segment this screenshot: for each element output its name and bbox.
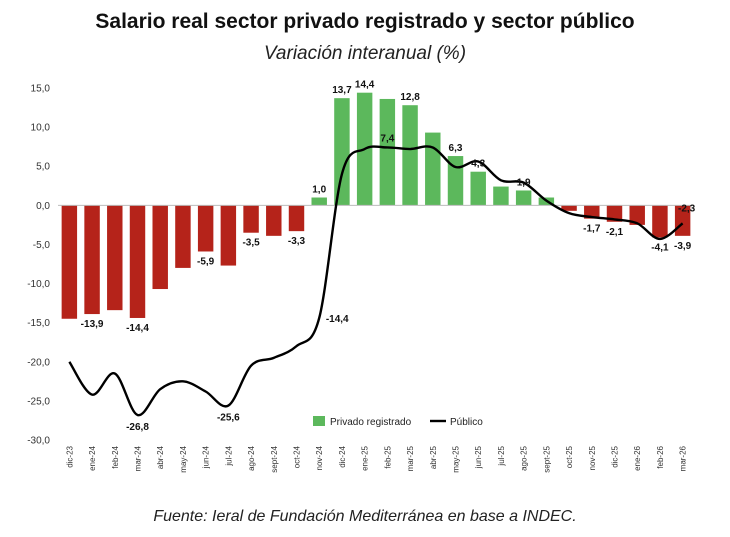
publico-line (68, 145, 684, 417)
x-tick-label: dic-23 (65, 445, 74, 467)
x-tick-label: jun-24 (202, 445, 211, 469)
x-tick-label: mar-24 (134, 445, 143, 471)
y-tick-label: 10,0 (31, 123, 51, 134)
bar-ago-25 (515, 190, 532, 206)
bars-group (61, 92, 691, 319)
bar-data-label: 1,0 (312, 185, 326, 196)
bar-jul-24 (220, 205, 237, 266)
bar-sept-24 (266, 205, 282, 236)
x-tick-label: ago-25 (520, 445, 529, 470)
x-tick-label: jul-25 (497, 445, 506, 466)
bar-data-label: -14,4 (126, 323, 149, 334)
bar-may-25 (447, 156, 464, 206)
bar-data-label: 13,7 (332, 85, 352, 96)
legend-swatch-privado (313, 416, 325, 426)
x-tick-label: ene-25 (361, 445, 370, 470)
y-tick-label: -20,0 (27, 357, 50, 368)
x-tick-label: feb-26 (656, 445, 665, 468)
y-tick-label: -30,0 (27, 436, 50, 447)
bar-data-label: 12,8 (400, 92, 420, 103)
bar-dic-25 (606, 205, 623, 222)
bar-data-label: -2,1 (606, 227, 624, 238)
y-axis: 15,0 10,0 5,0 0,0 -5,0 -10,0 -15,0 -20,0 -25,0 -3… (27, 84, 50, 447)
bar-data-label: 1,9 (517, 177, 531, 188)
y-tick-label: -25,0 (27, 396, 50, 407)
bar-jul-25 (493, 186, 509, 206)
y-tick-label: -5,0 (33, 240, 51, 251)
bar-dic-24 (334, 98, 350, 206)
x-tick-label: ene-26 (633, 445, 642, 470)
x-tick-label: mar-25 (406, 445, 415, 471)
bar-may-24 (175, 205, 191, 268)
bar-ago-24 (243, 205, 259, 233)
legend: Privado registrado Público (313, 416, 483, 428)
bar-data-label: -4,1 (651, 242, 669, 253)
x-tick-label: nov-24 (315, 445, 324, 470)
x-tick-label: nov-25 (588, 445, 597, 470)
bar-ene-26 (629, 205, 645, 225)
bar-data-label: 4,3 (471, 159, 485, 170)
bar-data-label: 6,3 (449, 143, 463, 154)
bar-mar-24 (129, 205, 146, 318)
y-tick-label: -10,0 (27, 279, 50, 290)
bar-jun-25 (470, 171, 486, 206)
x-tick-label: abr-24 (156, 445, 165, 469)
bar-nov-25 (584, 205, 600, 219)
bar-dic-23 (61, 205, 78, 319)
source-note: Fuente: Ieral de Fundación Mediterránea … (153, 508, 577, 525)
bar-ene-24 (84, 205, 100, 315)
x-tick-label: ene-24 (88, 445, 97, 470)
x-tick-label: dic-25 (611, 445, 620, 467)
y-tick-label: 15,0 (31, 84, 51, 95)
bar-nov-24 (311, 197, 327, 206)
bar-feb-24 (107, 205, 123, 311)
x-tick-label: sept-25 (542, 445, 551, 472)
chart-title: Salario real sector privado registrado y… (95, 10, 635, 33)
bar-oct-25 (561, 205, 577, 211)
x-tick-label: jul-24 (224, 445, 233, 466)
chart-subtitle: Variación interanual (%) (263, 43, 467, 64)
x-tick-label: may-25 (452, 445, 461, 472)
x-axis: dic-23 ene-24 feb-24 mar-24 abr-24 may-24 jun-… (65, 445, 687, 472)
x-tick-label: oct-25 (565, 445, 574, 468)
x-tick-label: oct-24 (293, 445, 302, 468)
x-tick-label: jun-25 (474, 445, 483, 469)
bar-abr-24 (152, 205, 168, 290)
y-tick-label: -15,0 (27, 318, 50, 329)
bar-data-label: -5,9 (197, 256, 215, 267)
x-tick-label: mar-26 (679, 445, 688, 471)
line-data-label: 7,4 (380, 133, 394, 144)
x-tick-label: feb-25 (383, 445, 392, 468)
bar-data-label: -3,5 (242, 238, 260, 249)
bar-feb-25 (379, 98, 396, 206)
x-tick-label: dic-24 (338, 445, 347, 467)
legend-label-privado: Privado registrado (330, 417, 412, 428)
legend-label-publico: Público (450, 417, 483, 428)
bar-abr-25 (425, 132, 441, 206)
bar-data-label: -3,9 (674, 241, 692, 252)
y-tick-label: 5,0 (36, 162, 50, 173)
line-data-label: -26,8 (126, 422, 149, 433)
bar-data-label: 14,4 (355, 80, 375, 91)
line-data-label: -2,3 (678, 203, 696, 214)
x-tick-label: ago-24 (247, 445, 256, 470)
bar-feb-26 (652, 205, 668, 238)
bar-oct-24 (288, 205, 305, 232)
bar-data-label: -13,9 (81, 319, 104, 330)
line-data-label: -25,6 (217, 413, 240, 424)
bar-data-label: -3,3 (288, 236, 306, 247)
bar-mar-25 (402, 105, 418, 206)
data-labels: -13,9 -14,4 -5,9 -3,5 -3,3 1,0 13,7 14,4 12,8 6,3… (81, 80, 696, 433)
x-tick-label: sept-24 (270, 445, 279, 472)
chart-area: 15,0 10,0 5,0 0,0 -5,0 -10,0 -15,0 -20,0 -25,0 -3… (27, 80, 696, 473)
x-tick-label: abr-25 (429, 445, 438, 469)
y-tick-label: 0,0 (36, 201, 50, 212)
x-tick-label: feb-24 (111, 445, 120, 468)
x-tick-label: may-24 (179, 445, 188, 472)
bar-jun-24 (197, 205, 214, 252)
bar-data-label: -1,7 (583, 224, 601, 235)
line-data-label: -14,4 (326, 314, 349, 325)
